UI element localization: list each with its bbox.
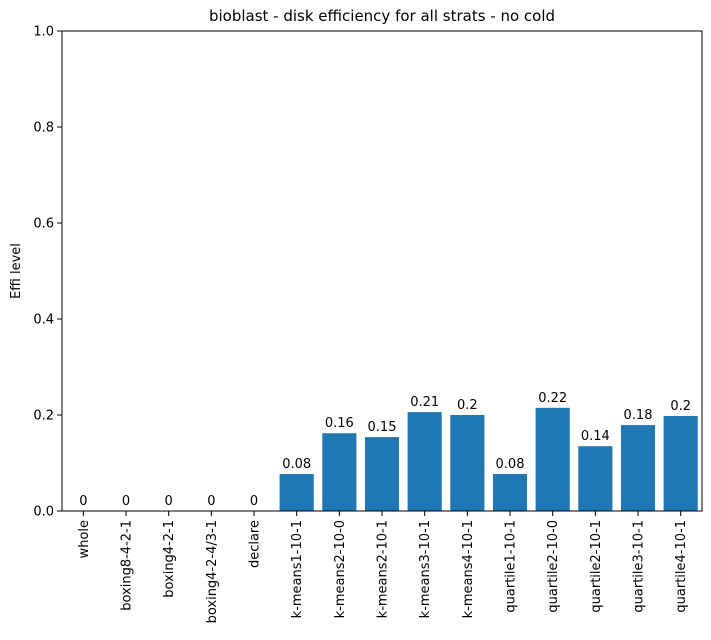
x-tick-label: whole	[77, 520, 92, 558]
x-tick-label: declare	[248, 520, 263, 568]
bar	[620, 425, 656, 511]
x-tick-label: quartile1-10-1	[504, 520, 519, 613]
bar	[322, 433, 357, 511]
data-label: 0.14	[581, 429, 610, 444]
data-label: 0.08	[496, 457, 525, 472]
data-label: 0	[79, 494, 87, 509]
x-tick-label: k-means3-10-1	[418, 520, 433, 618]
data-label: 0.2	[457, 398, 478, 413]
data-label: 0	[122, 494, 130, 509]
y-axis-label: Effi level	[9, 243, 24, 299]
x-tick-label: k-means2-10-0	[333, 520, 348, 618]
y-tick-label: 0.0	[33, 505, 54, 520]
data-label: 0.16	[325, 416, 354, 431]
x-tick-label: k-means4-10-1	[461, 520, 476, 618]
data-label: 0.18	[624, 408, 653, 423]
data-label: 0.08	[282, 457, 311, 472]
data-label: 0	[165, 494, 173, 509]
bar	[364, 437, 400, 511]
x-tick-label: quartile2-10-0	[546, 520, 561, 613]
bar	[279, 474, 314, 511]
bar	[535, 407, 570, 511]
bar	[407, 412, 442, 511]
y-tick-label: 1.0	[33, 25, 54, 40]
data-label: 0	[250, 494, 258, 509]
data-label: 0	[207, 494, 215, 509]
x-tick-label: k-means2-10-1	[376, 520, 391, 618]
y-tick-label: 0.6	[33, 217, 54, 232]
data-label: 0.2	[670, 399, 691, 414]
bar	[663, 415, 698, 511]
y-tick-label: 0.8	[33, 121, 54, 136]
plot-area: 0.0 0.2 0.4 0.6 0.8 1.0 0 whole 0 boxing8-4-2-1 0 b…	[33, 25, 698, 623]
data-label: 0.15	[368, 420, 397, 435]
bar	[450, 415, 485, 511]
data-label: 0.22	[538, 391, 567, 406]
y-tick-label: 0.4	[33, 313, 54, 328]
chart-title: bioblast - disk efficiency for all strat…	[209, 7, 555, 25]
x-tick-label: boxing4-2-1	[162, 520, 177, 598]
bar	[492, 474, 528, 511]
data-label: 0.21	[410, 395, 439, 410]
x-tick-label: quartile2-10-1	[589, 520, 604, 613]
y-tick-label: 0.2	[33, 409, 54, 424]
plot-frame	[61, 30, 703, 512]
x-tick-label: quartile4-10-1	[674, 520, 689, 613]
x-tick-label: quartile3-10-1	[632, 520, 647, 613]
x-tick-label: boxing8-4-2-1	[120, 520, 135, 611]
x-tick-label: boxing4-2-4/3-1	[205, 520, 220, 623]
x-tick-label: k-means1-10-1	[290, 520, 305, 618]
bar	[578, 446, 613, 511]
